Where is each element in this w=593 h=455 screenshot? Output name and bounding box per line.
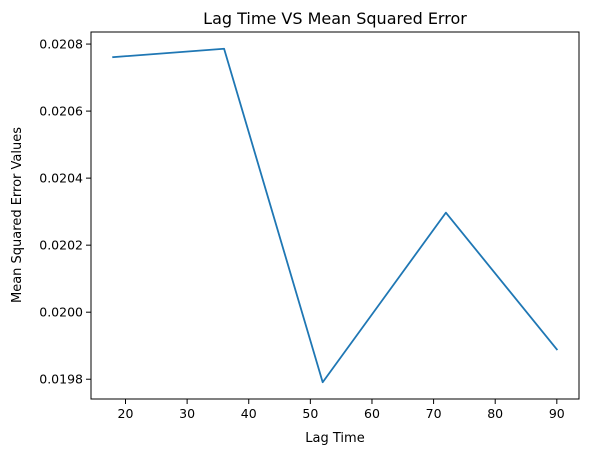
x-tick-label: 80 bbox=[487, 406, 503, 421]
x-axis-label: Lag Time bbox=[305, 431, 364, 446]
chart-title: Lag Time VS Mean Squared Error bbox=[203, 9, 467, 28]
x-tick-label: 60 bbox=[364, 406, 380, 421]
y-tick-label: 0.0200 bbox=[39, 305, 83, 320]
y-tick-label: 0.0208 bbox=[39, 37, 83, 52]
y-tick-label: 0.0202 bbox=[39, 238, 83, 253]
series-line bbox=[112, 47, 559, 384]
x-tick-label: 50 bbox=[302, 406, 318, 421]
x-tick-label: 30 bbox=[179, 406, 195, 421]
x-tick-label: 40 bbox=[241, 406, 257, 421]
x-axis-ticks: 20 30 40 50 60 70 80 90 bbox=[118, 399, 565, 421]
plot-area-frame bbox=[90, 31, 580, 400]
y-tick-label: 0.0198 bbox=[39, 372, 83, 387]
series-layer bbox=[112, 47, 559, 384]
y-tick-label: 0.0204 bbox=[39, 171, 83, 186]
x-tick-label: 70 bbox=[426, 406, 442, 421]
y-axis-label: Mean Squared Error Values bbox=[10, 127, 25, 303]
x-tick-label: 90 bbox=[549, 406, 565, 421]
y-axis-ticks: 0.0198 0.0200 0.0202 0.0204 0.0206 0.0208 bbox=[39, 37, 91, 387]
x-tick-label: 20 bbox=[118, 406, 134, 421]
y-tick-label: 0.0206 bbox=[39, 104, 83, 119]
